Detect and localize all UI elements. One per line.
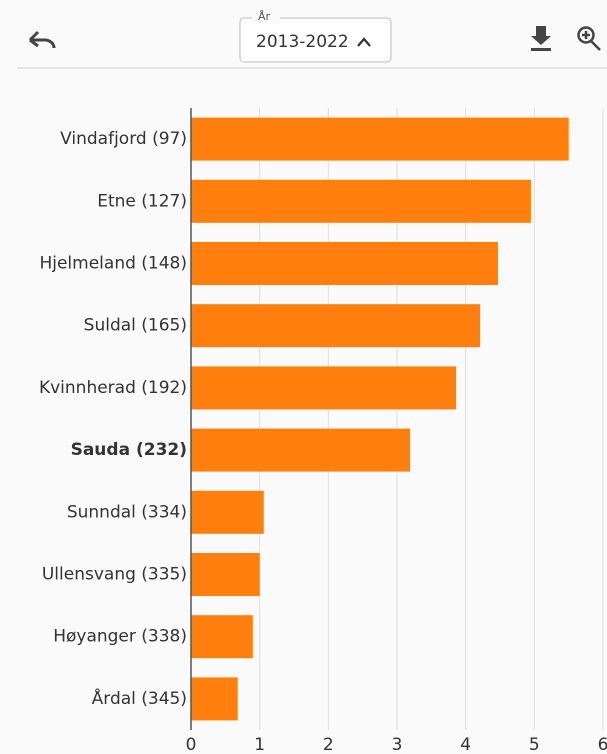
bar	[191, 677, 238, 721]
download-icon[interactable]	[531, 26, 551, 51]
bar	[191, 428, 411, 472]
bar	[191, 179, 531, 223]
x-tick-label: 5	[529, 735, 540, 754]
y-tick-label: Kvinnherad (192)	[39, 378, 187, 398]
select-label: År	[258, 10, 271, 23]
bar	[191, 366, 457, 410]
zoom-icon-detail	[582, 31, 601, 51]
bar	[191, 553, 260, 596]
x-tick-label: 4	[460, 735, 471, 754]
y-tick-label: Etne (127)	[97, 191, 187, 211]
x-tick-label: 2	[323, 735, 334, 754]
select-label-bg	[252, 10, 280, 24]
bar	[191, 615, 253, 659]
y-tick-label: Høyanger (338)	[53, 627, 187, 647]
y-tick-label: Suldal (165)	[84, 316, 187, 336]
x-tick-label: 1	[254, 735, 265, 754]
y-tick-label: Sunndal (334)	[67, 502, 187, 522]
y-tick-label: Årdal (345)	[92, 687, 187, 709]
undo-icon[interactable]	[28, 30, 56, 49]
bar	[191, 304, 481, 348]
x-tick-label: 0	[186, 735, 197, 754]
zoom-icon[interactable]	[577, 26, 595, 44]
bar	[191, 242, 498, 285]
chevron-icon	[357, 37, 371, 47]
y-tick-label: Hjelmeland (148)	[39, 254, 187, 274]
bar	[191, 490, 264, 534]
y-tick-label: Sauda (232)	[71, 440, 187, 460]
x-tick-label: 3	[392, 735, 403, 754]
x-tick-label: 6	[598, 735, 607, 754]
y-tick-label: Vindafjord (97)	[60, 129, 187, 149]
bar	[191, 117, 569, 161]
year-select[interactable]	[239, 17, 392, 63]
select-value: 2013-2022	[256, 32, 349, 52]
y-tick-label: Ullensvang (335)	[42, 565, 187, 585]
